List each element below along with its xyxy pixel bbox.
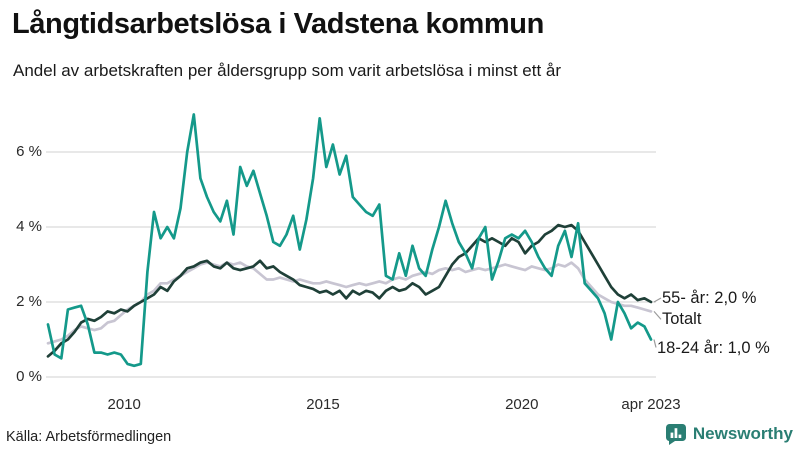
source-note: Källa: Arbetsförmedlingen bbox=[6, 429, 172, 445]
y-tick-label-4: 4 % bbox=[16, 218, 42, 235]
newsworthy-wordmark: Newsworthy bbox=[692, 424, 793, 443]
y-tick-label-6: 6 % bbox=[16, 143, 42, 160]
y-tick-label-0: 0 % bbox=[16, 368, 42, 385]
series-line-totalt bbox=[46, 261, 653, 345]
chart-title: Långtidsarbetslösa i Vadstena kommun bbox=[12, 8, 544, 40]
x-tick-label-2015: 2015 bbox=[306, 396, 340, 413]
series-line-55-r bbox=[46, 223, 653, 358]
series-end-label-55-ar: 55- år: 2,0 % bbox=[662, 289, 757, 307]
newsworthy-logo[interactable]: Newsworthy bbox=[665, 423, 793, 445]
x-tick-label-2020: 2020 bbox=[505, 396, 539, 413]
chart-subtitle: Andel av arbetskraften per åldersgrupp s… bbox=[13, 61, 562, 80]
series-end-label-18-24-ar: 18-24 år: 1,0 % bbox=[657, 338, 770, 357]
y-tick-label-2: 2 % bbox=[16, 293, 42, 310]
x-tick-label-apr-2023: apr 2023 bbox=[621, 396, 681, 413]
newsworthy-icon bbox=[665, 424, 686, 445]
series-line-18-24-r bbox=[46, 113, 653, 368]
x-tick-label-2010: 2010 bbox=[107, 396, 141, 413]
series-end-label-totalt: Totalt bbox=[662, 310, 702, 329]
